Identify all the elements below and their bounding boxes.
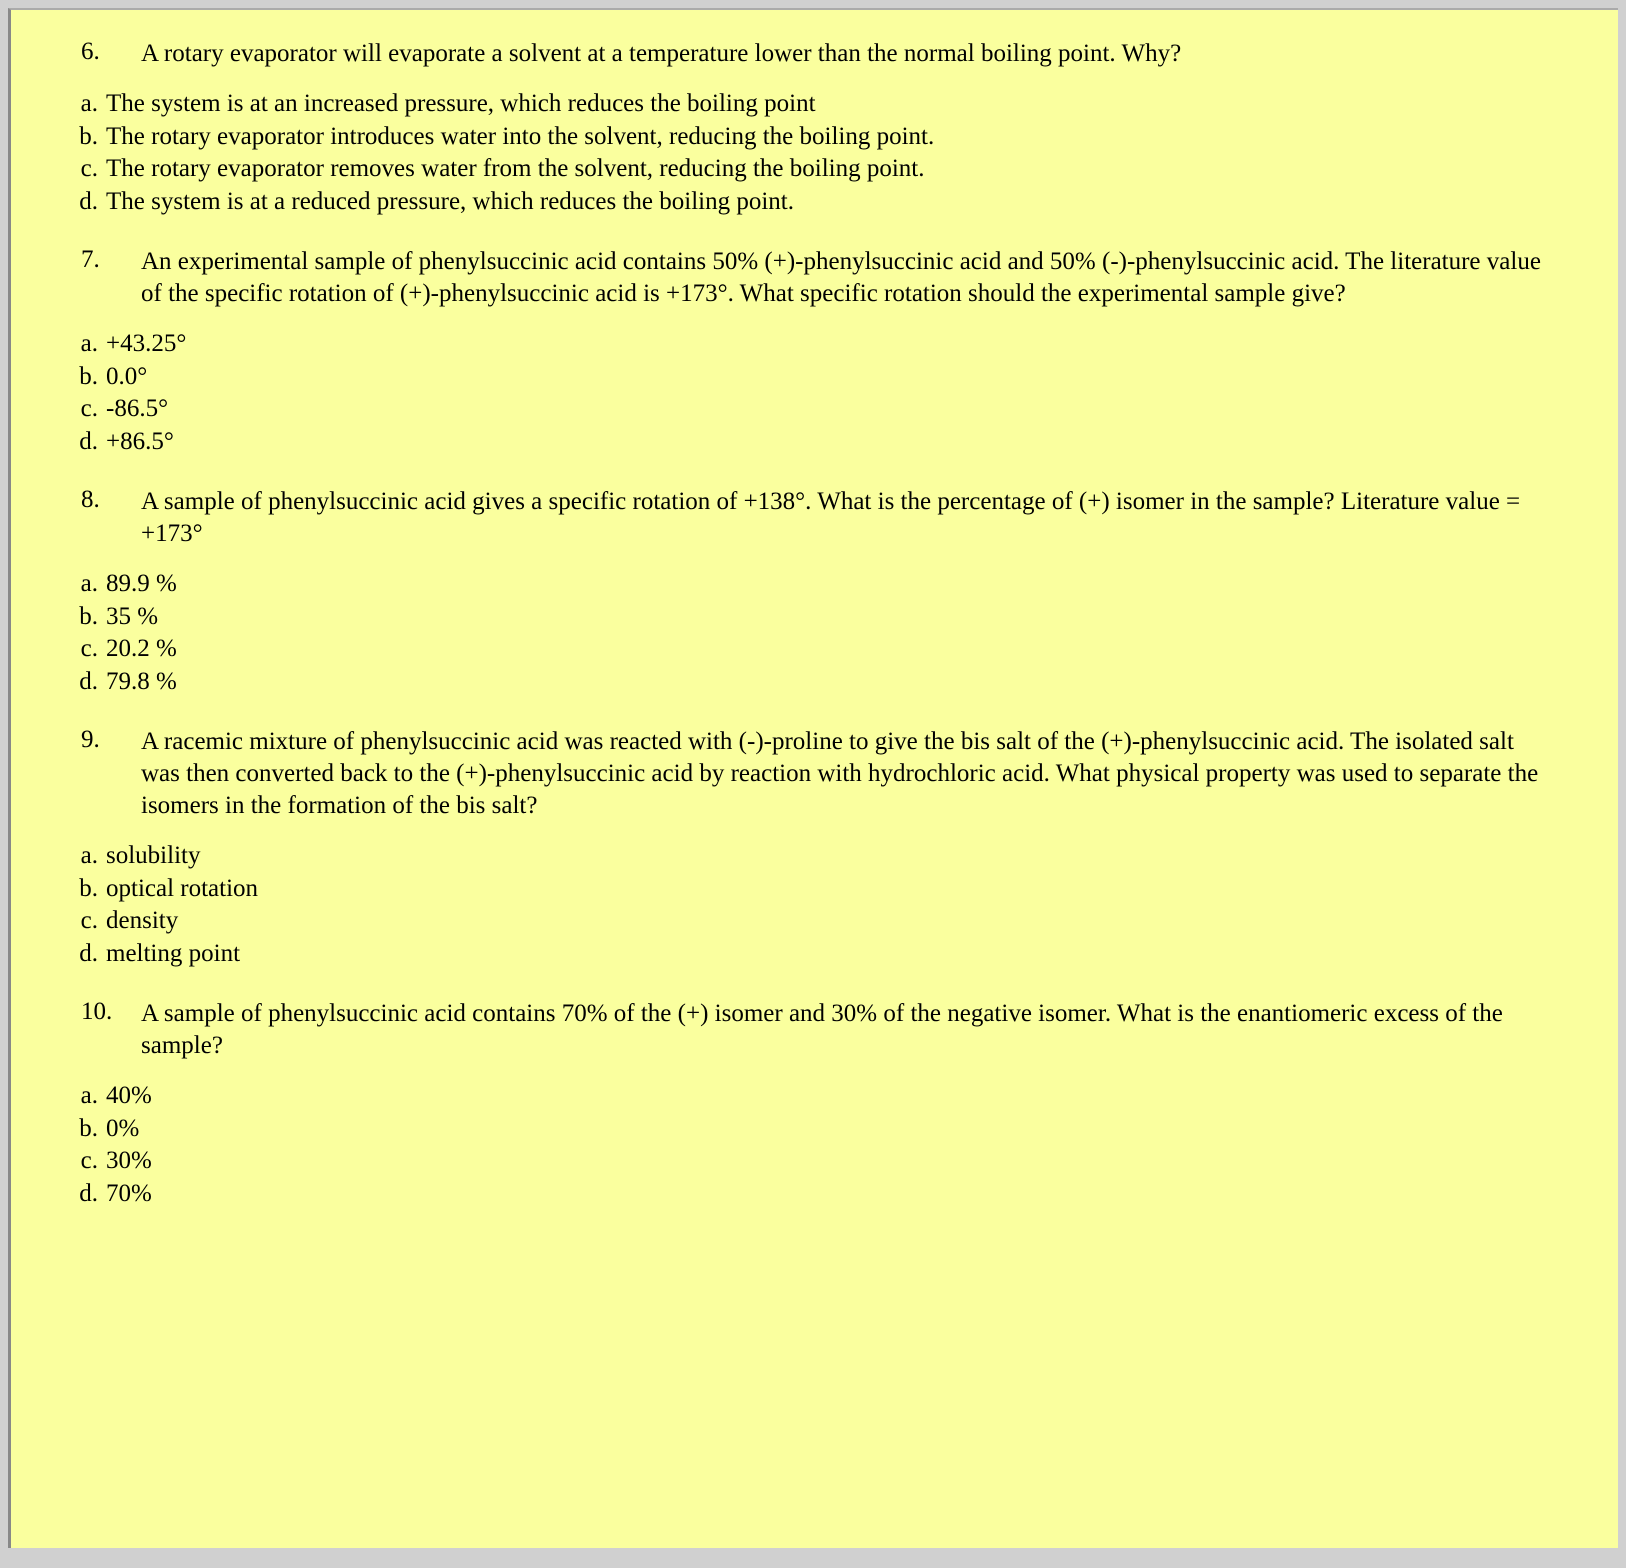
option-d: d. +86.5° <box>71 426 1558 459</box>
option-b: b. 35 % <box>71 601 1558 634</box>
option-label: d. <box>71 1178 106 1211</box>
option-label: b. <box>71 121 106 154</box>
question-6-options: a. The system is at an increased pressur… <box>71 88 1558 218</box>
option-a: a. +43.25° <box>71 328 1558 361</box>
option-label: a. <box>71 328 106 361</box>
option-text: optical rotation <box>106 873 1558 906</box>
option-text: 0.0° <box>106 361 1558 394</box>
option-text: +86.5° <box>106 426 1558 459</box>
question-9-options: a. solubility b. optical rotation c. den… <box>71 840 1558 970</box>
question-10-options: a. 40% b. 0% c. 30% d. 70% <box>71 1080 1558 1210</box>
question-text: A sample of phenylsuccinic acid gives a … <box>141 486 1558 550</box>
option-b: b. optical rotation <box>71 873 1558 906</box>
option-text: The system is at a reduced pressure, whi… <box>106 186 1558 219</box>
option-c: c. 20.2 % <box>71 633 1558 666</box>
question-text: A racemic mixture of phenylsuccinic acid… <box>141 726 1558 822</box>
question-row: 10. A sample of phenylsuccinic acid cont… <box>71 998 1558 1062</box>
question-number: 9. <box>71 726 141 754</box>
option-label: c. <box>71 905 106 938</box>
question-row: 7. An experimental sample of phenylsucci… <box>71 246 1558 310</box>
option-label: d. <box>71 938 106 971</box>
option-b: b. The rotary evaporator introduces wate… <box>71 121 1558 154</box>
option-label: a. <box>71 88 106 121</box>
option-label: a. <box>71 840 106 873</box>
option-label: d. <box>71 426 106 459</box>
option-b: b. 0% <box>71 1113 1558 1146</box>
option-text: 89.9 % <box>106 568 1558 601</box>
option-label: d. <box>71 666 106 699</box>
option-d: d. The system is at a reduced pressure, … <box>71 186 1558 219</box>
question-8-options: a. 89.9 % b. 35 % c. 20.2 % d. 79.8 % <box>71 568 1558 698</box>
question-number: 10. <box>71 998 141 1026</box>
option-text: 20.2 % <box>106 633 1558 666</box>
question-text: A sample of phenylsuccinic acid contains… <box>141 998 1558 1062</box>
option-d: d. 70% <box>71 1178 1558 1211</box>
option-label: b. <box>71 1113 106 1146</box>
option-label: c. <box>71 1145 106 1178</box>
option-label: b. <box>71 361 106 394</box>
option-text: solubility <box>106 840 1558 873</box>
question-text: An experimental sample of phenylsuccinic… <box>141 246 1558 310</box>
question-number: 7. <box>71 246 141 274</box>
option-text: +43.25° <box>106 328 1558 361</box>
option-text: 0% <box>106 1113 1558 1146</box>
option-label: b. <box>71 601 106 634</box>
option-label: c. <box>71 153 106 186</box>
option-text: 35 % <box>106 601 1558 634</box>
option-c: c. density <box>71 905 1558 938</box>
option-text: density <box>106 905 1558 938</box>
question-row: 6. A rotary evaporator will evaporate a … <box>71 38 1558 70</box>
option-c: c. -86.5° <box>71 393 1558 426</box>
question-row: 8. A sample of phenylsuccinic acid gives… <box>71 486 1558 550</box>
option-a: a. solubility <box>71 840 1558 873</box>
option-text: The rotary evaporator introduces water i… <box>106 121 1558 154</box>
option-text: 70% <box>106 1178 1558 1211</box>
question-7: 7. An experimental sample of phenylsucci… <box>71 246 1558 458</box>
option-text: melting point <box>106 938 1558 971</box>
question-row: 9. A racemic mixture of phenylsuccinic a… <box>71 726 1558 822</box>
question-6: 6. A rotary evaporator will evaporate a … <box>71 38 1558 218</box>
option-text: 30% <box>106 1145 1558 1178</box>
option-label: b. <box>71 873 106 906</box>
option-a: a. 89.9 % <box>71 568 1558 601</box>
option-b: b. 0.0° <box>71 361 1558 394</box>
option-c: c. The rotary evaporator removes water f… <box>71 153 1558 186</box>
option-text: The rotary evaporator removes water from… <box>106 153 1558 186</box>
option-label: d. <box>71 186 106 219</box>
question-9: 9. A racemic mixture of phenylsuccinic a… <box>71 726 1558 970</box>
option-a: a. The system is at an increased pressur… <box>71 88 1558 121</box>
question-8: 8. A sample of phenylsuccinic acid gives… <box>71 486 1558 698</box>
option-text: The system is at an increased pressure, … <box>106 88 1558 121</box>
question-number: 6. <box>71 38 141 66</box>
question-text: A rotary evaporator will evaporate a sol… <box>141 38 1558 70</box>
option-a: a. 40% <box>71 1080 1558 1113</box>
option-text: 79.8 % <box>106 666 1558 699</box>
question-7-options: a. +43.25° b. 0.0° c. -86.5° d. +86.5° <box>71 328 1558 458</box>
option-label: a. <box>71 1080 106 1113</box>
option-c: c. 30% <box>71 1145 1558 1178</box>
option-label: c. <box>71 633 106 666</box>
question-10: 10. A sample of phenylsuccinic acid cont… <box>71 998 1558 1210</box>
document-page: 6. A rotary evaporator will evaporate a … <box>8 8 1618 1548</box>
option-label: c. <box>71 393 106 426</box>
option-text: 40% <box>106 1080 1558 1113</box>
option-d: d. 79.8 % <box>71 666 1558 699</box>
option-d: d. melting point <box>71 938 1558 971</box>
option-text: -86.5° <box>106 393 1558 426</box>
option-label: a. <box>71 568 106 601</box>
question-number: 8. <box>71 486 141 514</box>
